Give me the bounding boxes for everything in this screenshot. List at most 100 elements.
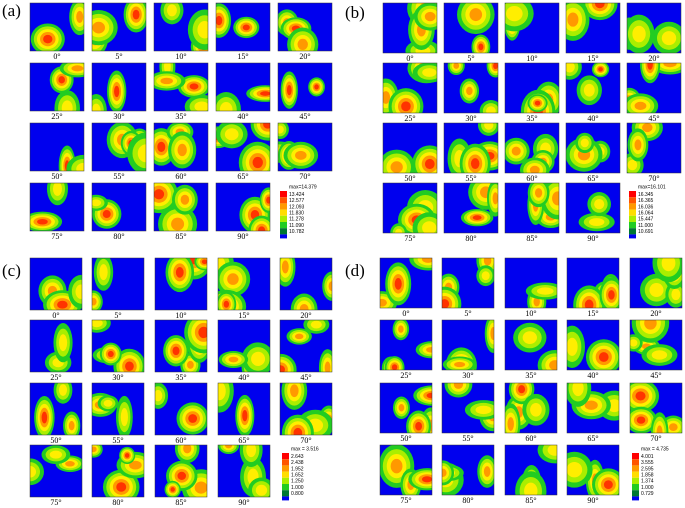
- legend-level: 1.374: [641, 479, 654, 485]
- odf-section: [29, 444, 83, 498]
- odf-section: [215, 182, 271, 232]
- angle-label: 40°: [237, 112, 248, 121]
- legend-swatch: [280, 191, 287, 198]
- angle-label: 20°: [300, 311, 311, 320]
- legend-title: max = 4.735: [641, 446, 669, 452]
- angle-label: 10°: [525, 309, 536, 318]
- angle-label: 70°: [300, 436, 311, 445]
- odf-section: [504, 257, 558, 309]
- legend-level: 1.250: [291, 479, 304, 485]
- odf-section: [153, 62, 209, 112]
- odf-section: [91, 182, 147, 232]
- legend-level: 2.595: [641, 466, 654, 472]
- legend-swatch: [280, 222, 287, 229]
- angle-label: 50°: [404, 174, 415, 183]
- angle-label: 90°: [587, 234, 598, 243]
- legend-swatch: [282, 453, 289, 460]
- legend-level: 1.858: [641, 473, 654, 479]
- angle-label: 5°: [115, 52, 122, 61]
- odf-section: [565, 62, 621, 114]
- odf-section: [91, 2, 147, 52]
- angle-label: 5°: [467, 54, 474, 63]
- odf-section: [443, 182, 499, 234]
- odf-section: [29, 62, 85, 112]
- angle-label: 65°: [237, 172, 248, 181]
- angle-label: 75°: [400, 496, 411, 505]
- angle-label: 0°: [402, 309, 409, 318]
- panel-label: (d): [345, 261, 365, 280]
- odf-section: [91, 444, 145, 498]
- odf-section: [91, 257, 145, 311]
- legend-swatch: [282, 465, 289, 472]
- odf-section: [504, 2, 560, 54]
- odf-section: [215, 122, 271, 172]
- odf-section: [29, 382, 83, 436]
- odf-section: [91, 122, 147, 172]
- angle-label: 60°: [175, 172, 186, 181]
- legend-level: 16.365: [638, 198, 654, 204]
- legend-title: max = 3.516: [291, 446, 319, 452]
- odf-section: [154, 257, 208, 311]
- legend-level: 11.000: [638, 223, 653, 229]
- legend-level: 16.064: [638, 211, 654, 217]
- legend-swatch: [280, 203, 287, 210]
- legend-level: 2.438: [291, 460, 304, 466]
- odf-section: [382, 122, 438, 174]
- odf-section: [626, 2, 682, 54]
- legend-swatch: [629, 191, 636, 198]
- legend-level: 11.830: [289, 211, 304, 217]
- legend-swatch: [629, 215, 636, 222]
- legend-swatch: [632, 490, 639, 497]
- odf-section: [29, 257, 83, 311]
- odf-section: [566, 319, 620, 371]
- angle-label: 70°: [648, 174, 659, 183]
- legend-level: 12.577: [289, 198, 305, 204]
- legend-swatch: [632, 453, 639, 460]
- legend-level: 12.093: [289, 204, 305, 210]
- panel-label: (b): [345, 3, 365, 22]
- odf-section: [504, 319, 558, 371]
- odf-section: [217, 319, 271, 373]
- angle-label: 70°: [299, 172, 310, 181]
- odf-section: [443, 122, 499, 174]
- angle-label: 25°: [404, 114, 415, 123]
- odf-section: [629, 382, 683, 434]
- odf-section: [566, 382, 620, 434]
- angle-label: 80°: [462, 496, 473, 505]
- angle-label: 65°: [238, 436, 249, 445]
- angle-label: 20°: [650, 309, 661, 318]
- odf-section: [626, 62, 682, 114]
- angle-label: 20°: [648, 54, 659, 63]
- angle-label: 85°: [175, 232, 186, 241]
- odf-section: [441, 319, 495, 371]
- odf-section: [443, 2, 499, 54]
- angle-label: 45°: [648, 114, 659, 123]
- odf-section: [504, 62, 560, 114]
- legend-level: 1.652: [291, 473, 304, 479]
- legend-level: 0.729: [641, 491, 654, 497]
- legend-level: 11.090: [289, 223, 304, 229]
- odf-section: [443, 62, 499, 114]
- legend-level: 10.691: [638, 229, 654, 235]
- angle-label: 60°: [175, 436, 186, 445]
- odf-section: [29, 319, 83, 373]
- odf-section: [215, 2, 271, 52]
- angle-label: 0°: [53, 52, 60, 61]
- panel-label: (a): [2, 1, 21, 20]
- angle-label: 35°: [175, 112, 186, 121]
- odf-section: [153, 122, 209, 172]
- angle-label: 60°: [525, 434, 536, 443]
- angle-label: 30°: [113, 112, 124, 121]
- legend-level: 15.447: [638, 217, 654, 223]
- angle-label: 15°: [238, 311, 249, 320]
- angle-label: 80°: [112, 498, 123, 507]
- angle-label: 50°: [50, 436, 61, 445]
- odf-section: [91, 319, 145, 373]
- legend-swatch: [632, 496, 639, 501]
- angle-label: 65°: [587, 434, 598, 443]
- legend-swatch: [282, 459, 289, 466]
- angle-label: 5°: [464, 309, 471, 318]
- odf-section: [154, 444, 208, 498]
- odf-section: [153, 2, 209, 52]
